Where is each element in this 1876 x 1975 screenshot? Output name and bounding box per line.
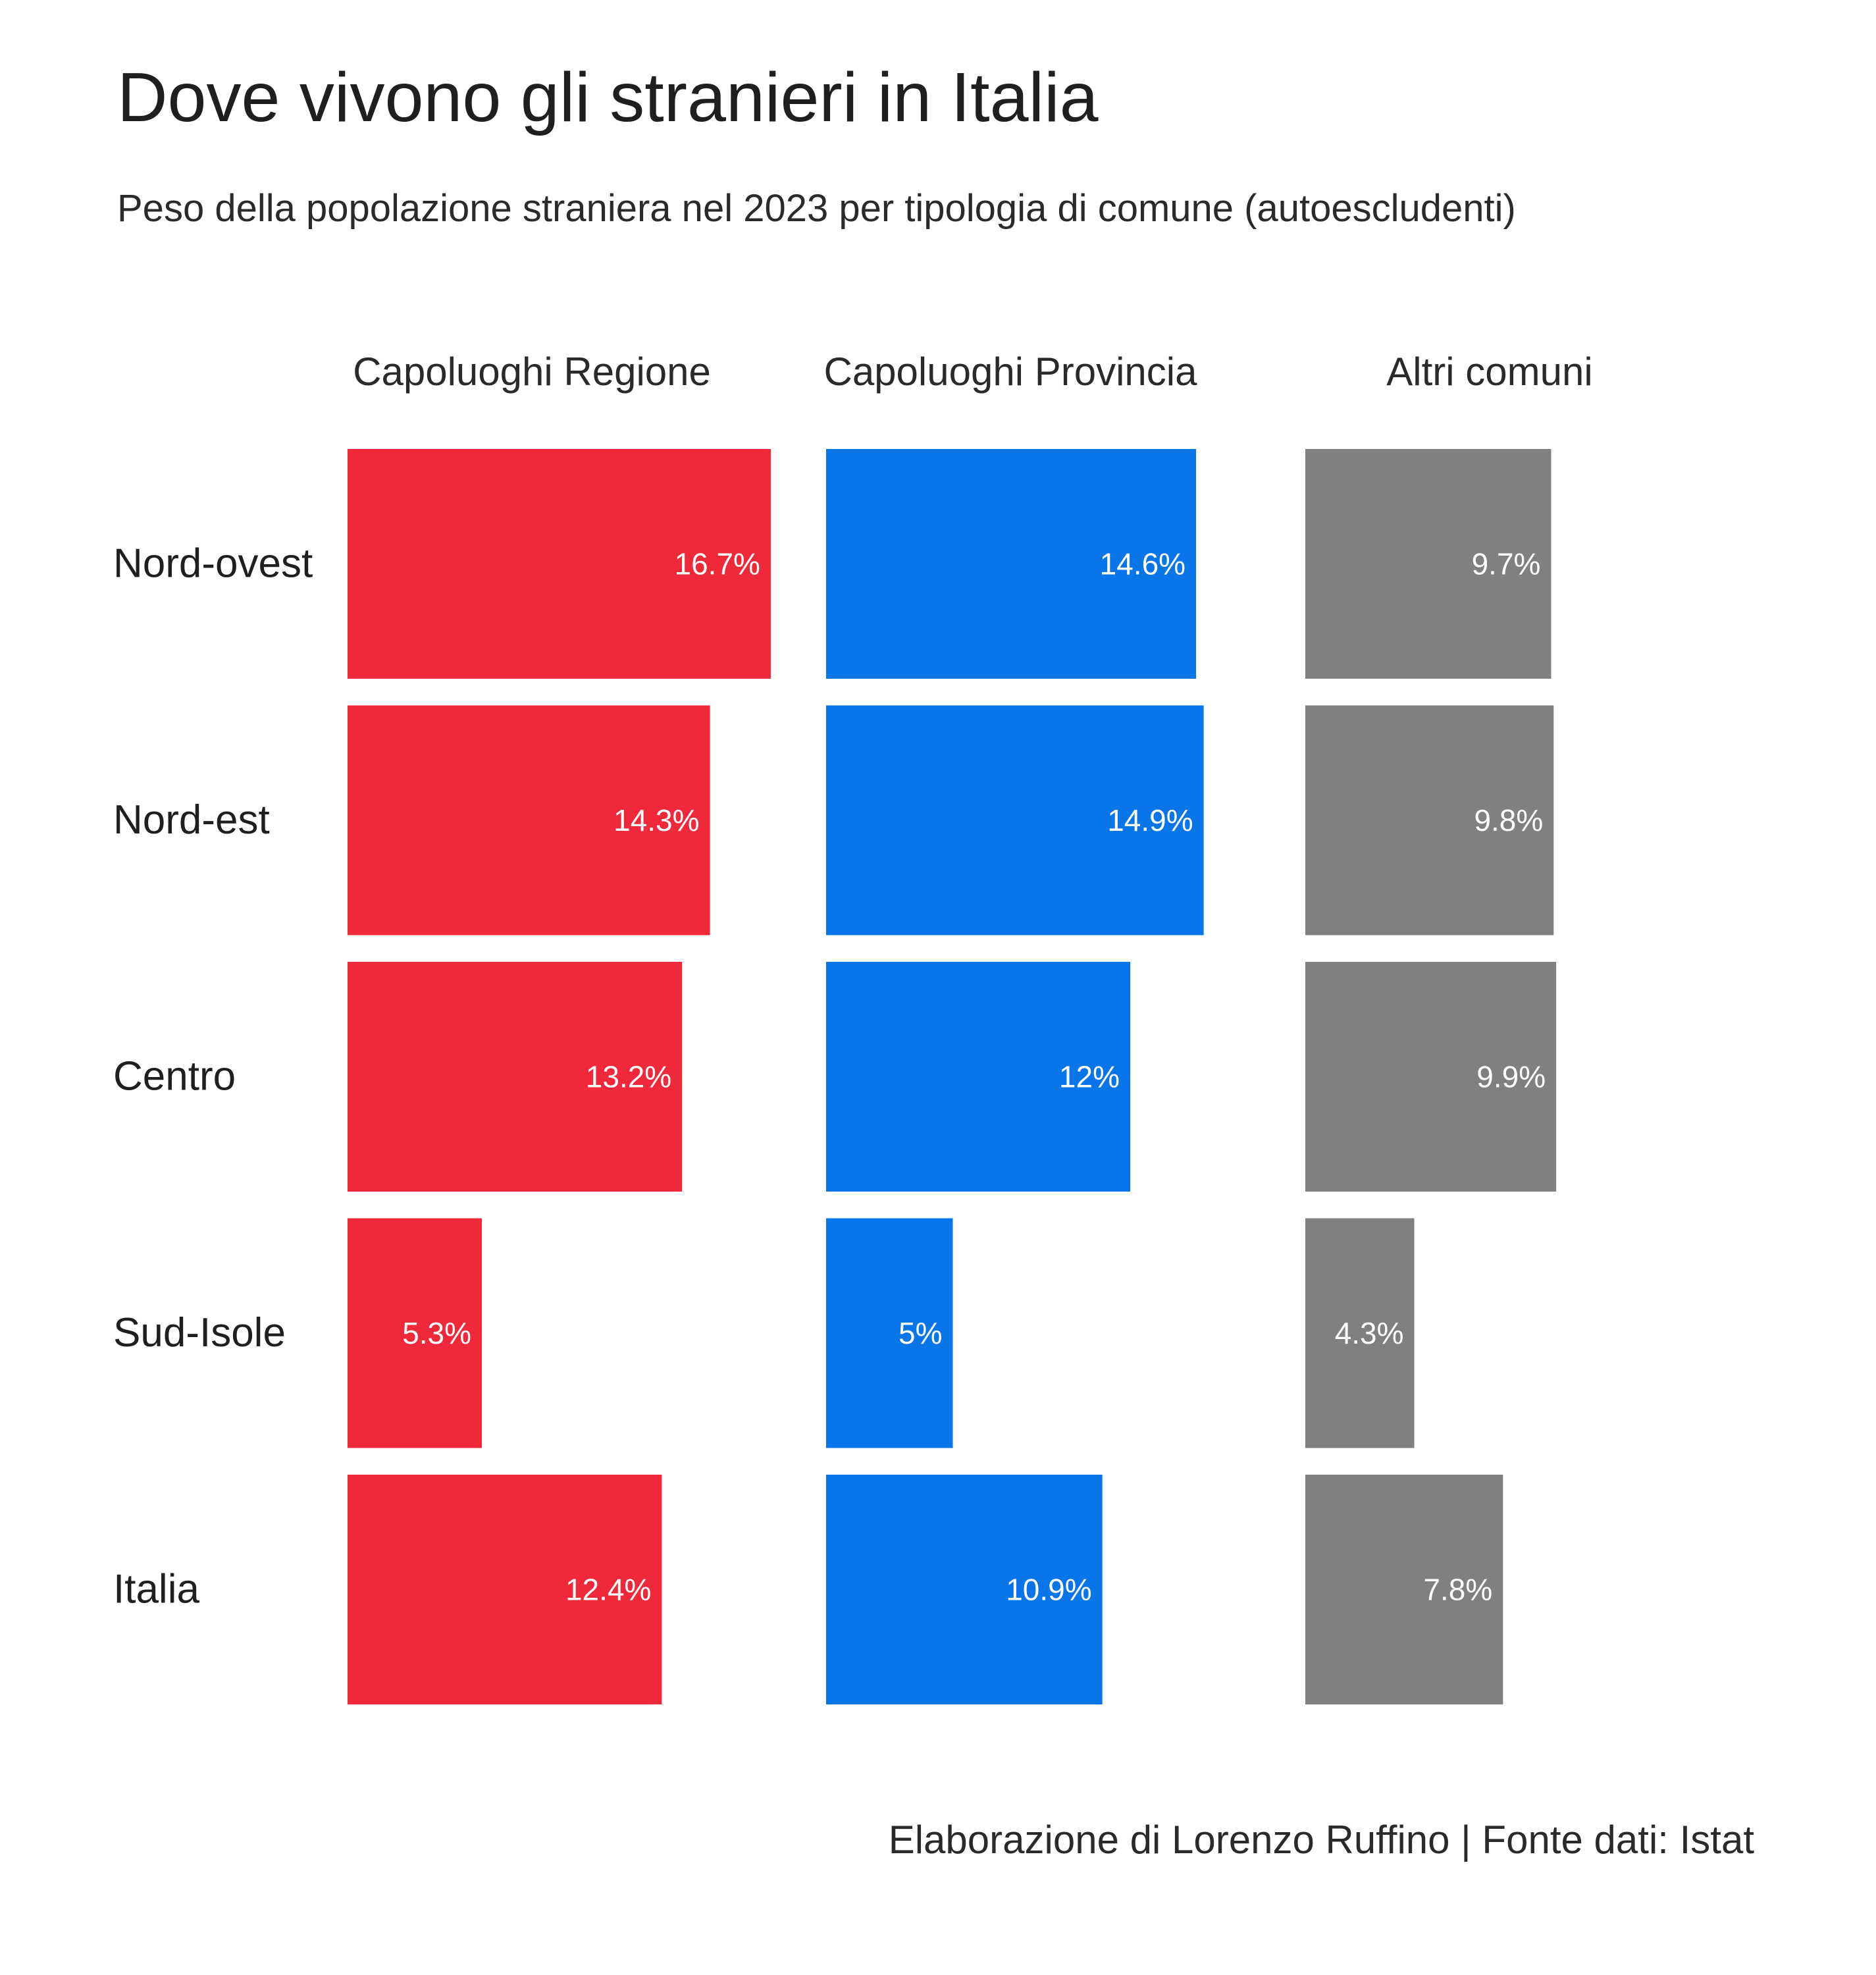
bar	[348, 1218, 482, 1448]
bar-value-label: 9.8%	[1474, 803, 1543, 837]
bar	[1305, 1475, 1503, 1704]
bar	[348, 705, 710, 935]
bar	[826, 1218, 953, 1448]
bar-value-label: 13.2%	[586, 1060, 671, 1094]
bar-value-label: 5%	[899, 1316, 942, 1350]
bar	[826, 705, 1204, 935]
facet-title: Capoluoghi Regione	[353, 350, 711, 394]
bar	[1305, 1218, 1415, 1448]
bar	[348, 1475, 662, 1704]
chart-subtitle: Peso della popolazione straniera nel 202…	[117, 187, 1516, 230]
row-label: Italia	[113, 1567, 199, 1612]
bar-value-label: 5.3%	[402, 1316, 471, 1350]
bar-value-label: 4.3%	[1335, 1316, 1404, 1350]
row-label: Nord-ovest	[113, 541, 313, 587]
bar-value-label: 14.6%	[1100, 547, 1186, 581]
bar-value-label: 14.3%	[613, 803, 699, 837]
bar	[348, 962, 683, 1192]
bar-value-label: 12.4%	[565, 1573, 651, 1607]
bar-value-label: 7.8%	[1423, 1573, 1492, 1607]
bar	[826, 1475, 1103, 1704]
row-label: Nord-est	[113, 797, 270, 843]
bar	[348, 449, 771, 679]
chart-title: Dove vivono gli stranieri in Italia	[117, 59, 1099, 136]
bar	[826, 962, 1130, 1192]
bar	[826, 449, 1197, 679]
bar-value-label: 16.7%	[675, 547, 760, 581]
bar	[1305, 449, 1551, 679]
row-label: Sud-Isole	[113, 1310, 286, 1356]
bar-value-label: 14.9%	[1107, 803, 1193, 837]
bar-value-label: 10.9%	[1006, 1573, 1091, 1607]
bar	[1305, 962, 1557, 1192]
bar-value-label: 9.7%	[1472, 547, 1541, 581]
chart-caption: Elaborazione di Lorenzo Ruffino | Fonte …	[888, 1818, 1754, 1862]
facet-title: Altri comuni	[1386, 350, 1592, 394]
bar-value-label: 12%	[1059, 1060, 1120, 1094]
row-label: Centro	[113, 1054, 236, 1099]
bar-value-label: 9.9%	[1476, 1060, 1546, 1094]
facet-title: Capoluoghi Provincia	[823, 350, 1197, 394]
bar	[1305, 705, 1554, 935]
